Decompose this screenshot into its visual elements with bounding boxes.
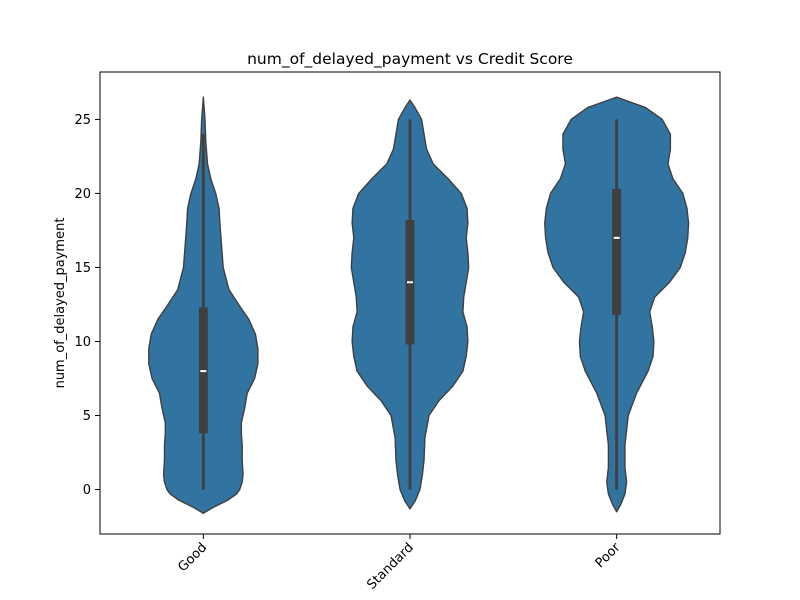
y-tick-label: 25: [74, 113, 91, 128]
y-tick-label: 20: [74, 187, 91, 202]
y-tick-label: 15: [74, 261, 91, 276]
x-axis: Good Standard Poor: [175, 534, 624, 593]
x-tick-label-poor: Poor: [593, 540, 624, 571]
y-axis: 0 5 10 15 20 25: [74, 113, 100, 498]
chart-title: num_of_delayed_payment vs Credit Score: [247, 50, 573, 69]
x-tick-label-good: Good: [175, 540, 210, 575]
y-tick-label: 0: [83, 483, 91, 498]
y-tick-label: 5: [83, 409, 91, 424]
x-tick-label-standard: Standard: [364, 540, 416, 592]
plot-frame: [99, 71, 721, 535]
y-tick-label: 10: [74, 335, 91, 350]
violins-group: [148, 96, 690, 514]
iqr-box-poor: [612, 188, 622, 315]
y-axis-label: num_of_delayed_payment: [53, 218, 68, 389]
